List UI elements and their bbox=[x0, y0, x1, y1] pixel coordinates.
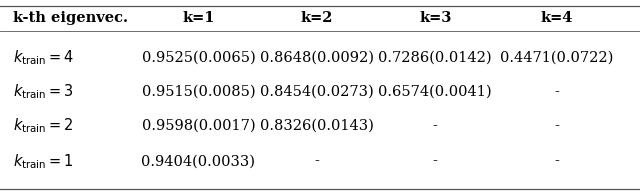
Text: -: - bbox=[554, 85, 559, 99]
Text: -: - bbox=[314, 154, 319, 168]
Text: $k_\mathrm{train} = 2$: $k_\mathrm{train} = 2$ bbox=[13, 117, 74, 135]
Text: -: - bbox=[433, 119, 438, 133]
Text: k-th eigenvec.: k-th eigenvec. bbox=[13, 11, 128, 25]
Text: k=2: k=2 bbox=[301, 11, 333, 25]
Text: 0.7286(0.0142): 0.7286(0.0142) bbox=[378, 50, 492, 64]
Text: k=1: k=1 bbox=[182, 11, 214, 25]
Text: -: - bbox=[433, 154, 438, 168]
Text: -: - bbox=[554, 154, 559, 168]
Text: -: - bbox=[554, 119, 559, 133]
Text: $k_\mathrm{train} = 3$: $k_\mathrm{train} = 3$ bbox=[13, 82, 74, 101]
Text: 0.8326(0.0143): 0.8326(0.0143) bbox=[260, 119, 374, 133]
Text: k=3: k=3 bbox=[419, 11, 451, 25]
Text: 0.6574(0.0041): 0.6574(0.0041) bbox=[378, 85, 492, 99]
Text: 0.9525(0.0065): 0.9525(0.0065) bbox=[141, 50, 255, 64]
Text: 0.9598(0.0017): 0.9598(0.0017) bbox=[141, 119, 255, 133]
Text: 0.4471(0.0722): 0.4471(0.0722) bbox=[500, 50, 614, 64]
Text: $k_\mathrm{train} = 4$: $k_\mathrm{train} = 4$ bbox=[13, 48, 74, 67]
Text: 0.8454(0.0273): 0.8454(0.0273) bbox=[260, 85, 374, 99]
Text: 0.9515(0.0085): 0.9515(0.0085) bbox=[141, 85, 255, 99]
Text: k=4: k=4 bbox=[541, 11, 573, 25]
Text: 0.9404(0.0033): 0.9404(0.0033) bbox=[141, 154, 255, 168]
Text: 0.8648(0.0092): 0.8648(0.0092) bbox=[260, 50, 374, 64]
Text: $k_\mathrm{train} = 1$: $k_\mathrm{train} = 1$ bbox=[13, 152, 74, 171]
